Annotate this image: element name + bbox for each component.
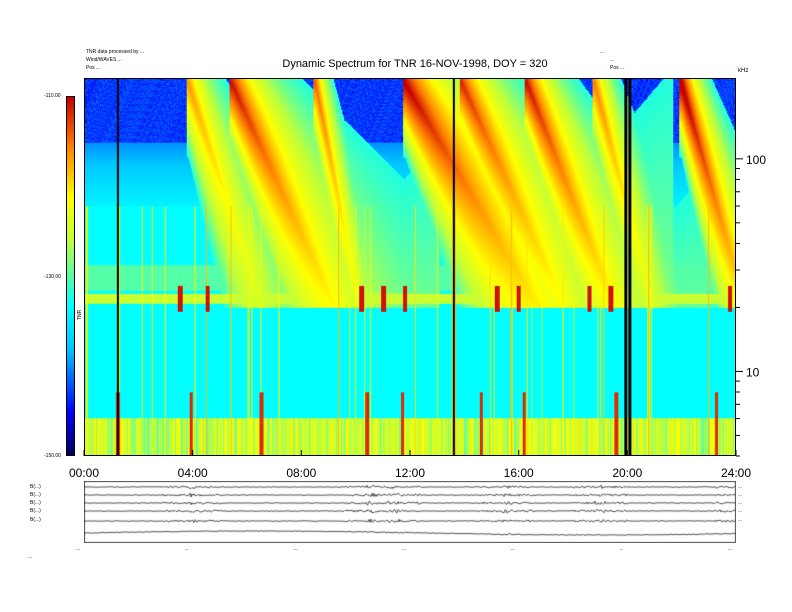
strip-x-tick-label: ...	[184, 546, 189, 552]
strip-x-tick-label: ...	[619, 546, 624, 552]
header-left-line-1: TNR data processed by ...	[86, 49, 145, 55]
strip-x-tick-label: ...	[402, 546, 407, 552]
freq-unit-label: kHz	[738, 68, 749, 74]
x-tick-label: 24:00	[721, 466, 751, 480]
colorbar-tick-bottom: -150.00	[44, 453, 61, 459]
header-left-line-3: Pos ...	[86, 65, 101, 71]
strip-x-tick-label: ...	[510, 546, 515, 552]
colorbar-tick-mid: -130.00	[44, 274, 61, 280]
strip-panel-label: B(...)	[30, 500, 41, 506]
dynamic-spectrum-heatmap	[84, 78, 736, 456]
chart-title: Dynamic Spectrum for TNR 16-NOV-1998, DO…	[282, 58, 548, 70]
strip-panel-right-tick: ...	[738, 500, 743, 506]
strip-x-tick-label: ...	[76, 546, 81, 552]
x-tick-label: 20:00	[612, 466, 642, 480]
strip-panel-label: B(...)	[30, 484, 41, 490]
x-tick-label: 00:00	[69, 466, 99, 480]
strip-panel-right-tick: ...	[738, 484, 743, 490]
x-tick-label: 16:00	[504, 466, 534, 480]
footer-label: ...	[28, 554, 33, 560]
header-right-line-2: ...	[610, 57, 615, 63]
strip-x-tick-label: ...	[728, 546, 733, 552]
strip-panel-right-tick: ...	[738, 508, 743, 514]
x-tick-label: 04:00	[178, 466, 208, 480]
freq-tick-label: 10	[746, 365, 760, 379]
strip-panel-label: B(...)	[30, 517, 41, 523]
field-strip-panels	[84, 481, 736, 543]
strip-panel-right-tick: ...	[738, 517, 743, 523]
colorbar	[66, 96, 75, 456]
header-right-line-1: ...	[600, 49, 605, 55]
header-left-line-2: Wind/WAVES ...	[86, 57, 122, 63]
strip-x-tick-label: ...	[293, 546, 298, 552]
colorbar-tick-top: -110.00	[44, 93, 61, 99]
x-tick-label: 12:00	[395, 466, 425, 480]
freq-tick-label: 100	[746, 153, 766, 167]
strip-panel-label: B(...)	[30, 492, 41, 498]
header-right-line-3: Pos ...	[610, 65, 625, 71]
strip-panel-label: B(...)	[30, 508, 41, 514]
strip-panel-right-tick: ...	[738, 492, 743, 498]
x-tick-label: 08:00	[286, 466, 316, 480]
